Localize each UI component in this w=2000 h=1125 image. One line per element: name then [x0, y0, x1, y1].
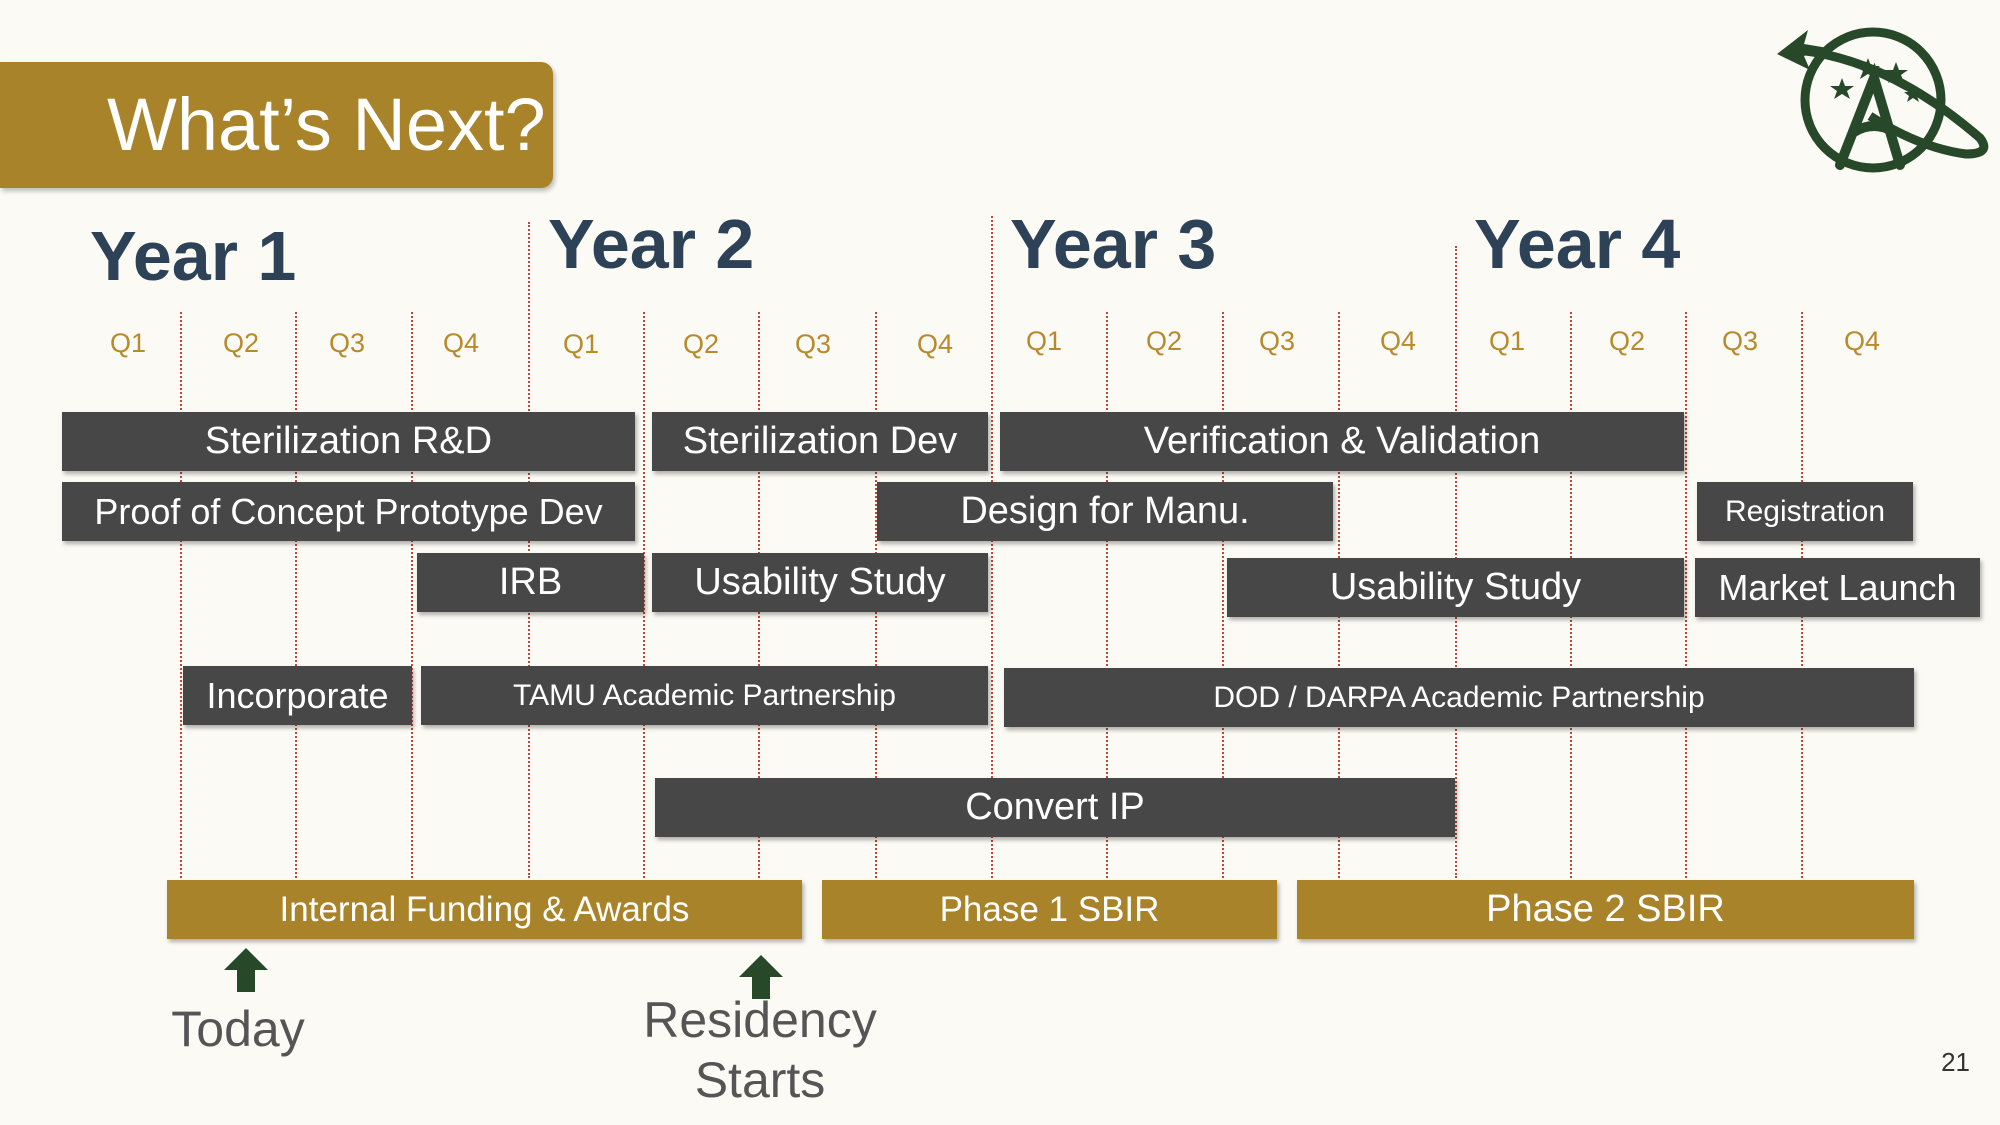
- quarter-label: Q2: [682, 329, 720, 359]
- today-label: Today: [171, 1001, 305, 1057]
- bar-tamu-partnership: TAMU Academic Partnership: [421, 666, 988, 725]
- quarter-divider: [643, 312, 645, 878]
- quarter-label: Q4: [916, 329, 954, 359]
- quarter-label: Q1: [1025, 326, 1063, 356]
- year-divider: [991, 216, 993, 878]
- bar-irb: IRB: [417, 553, 644, 612]
- page-number: 21: [1941, 1047, 1970, 1077]
- residency-starts-label-line2: Starts: [694, 1052, 826, 1108]
- quarter-label: Q2: [222, 328, 260, 358]
- quarter-label: Q1: [562, 329, 600, 359]
- year-1-heading: Year 1: [90, 217, 297, 295]
- quarter-label: Q4: [442, 328, 480, 358]
- bar-dod-darpa-partnership: DOD / DARPA Academic Partnership: [1004, 668, 1914, 727]
- up-arrow-icon: [739, 955, 783, 999]
- bar-incorporate: Incorporate: [183, 666, 412, 725]
- bar-verification-validation: Verification & Validation: [1000, 412, 1684, 471]
- bar-phase2-sbir: Phase 2 SBIR: [1297, 880, 1914, 939]
- quarter-divider: [1222, 312, 1224, 878]
- bar-sterilization-dev: Sterilization Dev: [652, 412, 988, 471]
- quarter-label: Q1: [1488, 326, 1526, 356]
- quarter-divider: [1685, 312, 1687, 878]
- year-3-heading: Year 3: [1010, 205, 1217, 283]
- up-arrow-icon: [224, 948, 268, 992]
- quarter-divider: [411, 312, 413, 878]
- planet-logo-icon: [1777, 27, 1989, 173]
- quarter-label: Q4: [1843, 326, 1881, 356]
- quarter-label: Q3: [328, 328, 366, 358]
- bar-proof-of-concept: Proof of Concept Prototype Dev: [62, 482, 635, 541]
- title-banner: [0, 62, 553, 188]
- quarter-divider: [1106, 312, 1108, 878]
- bar-internal-funding: Internal Funding & Awards: [167, 880, 802, 939]
- quarter-label: Q2: [1608, 326, 1646, 356]
- bar-phase1-sbir: Phase 1 SBIR: [822, 880, 1277, 939]
- year-2-heading: Year 2: [548, 205, 755, 283]
- bar-sterilization-rd: Sterilization R&D: [62, 412, 635, 471]
- quarter-label: Q3: [794, 329, 832, 359]
- quarter-label: Q2: [1145, 326, 1183, 356]
- year-divider: [528, 222, 530, 878]
- quarter-label: Q3: [1258, 326, 1296, 356]
- quarter-divider: [180, 312, 182, 878]
- bar-market-launch: Market Launch: [1695, 558, 1980, 617]
- quarter-divider: [295, 312, 297, 878]
- quarter-label: Q4: [1379, 326, 1417, 356]
- bar-registration: Registration: [1697, 482, 1913, 541]
- quarter-label: Q3: [1721, 326, 1759, 356]
- bar-usability-study-1: Usability Study: [652, 553, 988, 612]
- quarter-label: Q1: [109, 328, 147, 358]
- bar-convert-ip: Convert IP: [655, 778, 1455, 837]
- year-4-heading: Year 4: [1474, 205, 1681, 283]
- residency-starts-label-line1: Residency: [643, 992, 877, 1048]
- bar-usability-study-2: Usability Study: [1227, 558, 1684, 617]
- bar-design-for-manu: Design for Manu.: [877, 482, 1333, 541]
- page-title: What’s Next?: [107, 83, 546, 166]
